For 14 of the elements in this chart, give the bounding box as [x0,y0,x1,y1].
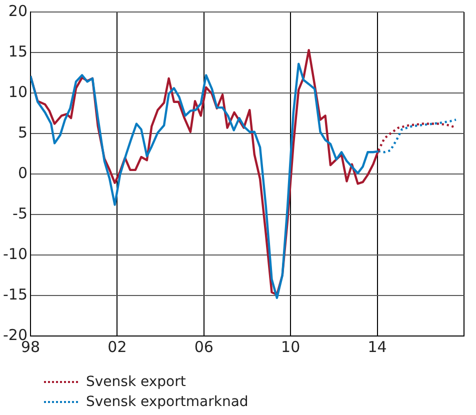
legend-label: Svensk export [86,374,186,390]
x-tick-label: 06 [194,338,214,356]
y-tick-label: 10 [8,82,28,101]
y-tick-label: 0 [18,164,28,182]
y-tick-label: -5 [12,204,28,222]
y-tick-label: -10 [3,244,28,263]
x-tick-label: 02 [108,338,127,356]
legend-label: Svensk exportmarknad [86,394,248,410]
y-tick-label: -15 [3,285,28,304]
y-tick-label: 20 [8,2,28,20]
y-tick-label: 15 [8,42,28,60]
y-tick-label: 5 [18,123,28,142]
x-tick-label: 10 [281,338,300,356]
x-tick-label: 14 [368,338,387,356]
